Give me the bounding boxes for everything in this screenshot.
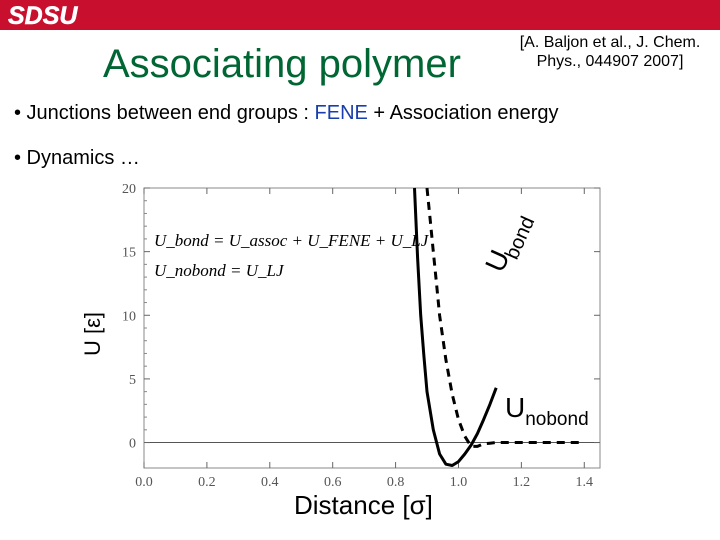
potential-chart: 0.0 0.2 0.4 0.6 0.8 1.0 1.2 1.4 0 5 10 15 20 U_bond =… xyxy=(122,182,601,490)
x-tick-label: 0.0 xyxy=(135,475,153,490)
x-tick-label: 1.0 xyxy=(450,475,468,490)
logo-text: SDSU xyxy=(8,2,78,28)
bullet-junctions-suffix: + Association energy xyxy=(367,102,559,124)
bullet-dynamics: • Dynamics … xyxy=(14,147,140,169)
y-axis-label: U [ε] xyxy=(78,300,118,360)
header-bar: SDSU xyxy=(0,0,720,30)
series-u-bond-line xyxy=(413,187,498,467)
citation-line-1: [A. Baljon et al., J. Chem. xyxy=(519,34,701,51)
citation-line-2: Phys., 044907 2007] xyxy=(536,53,684,70)
ubond-label-sub: bond xyxy=(501,213,539,263)
x-tick-label: 0.6 xyxy=(324,475,342,490)
sdsu-logo: SDSU xyxy=(6,2,98,28)
y-tick-label: 0 xyxy=(129,437,136,452)
x-tick-label: 1.4 xyxy=(576,475,594,490)
x-axis-label: Distance [σ] xyxy=(294,490,433,520)
bullet-fene-term: FENE xyxy=(314,102,368,124)
x-tick-label: 0.8 xyxy=(387,475,405,490)
x-tick-label: 0.2 xyxy=(198,475,216,490)
y-tick-label: 15 xyxy=(122,246,136,261)
unobond-label: Unobond xyxy=(505,392,589,436)
bullet-junctions: • Junctions between end groups : FENE + … xyxy=(14,101,559,125)
y-tick-label: 10 xyxy=(122,309,136,324)
y-tick-label: 20 xyxy=(122,182,136,197)
bullet-junctions-prefix: • Junctions between end groups : xyxy=(14,102,315,124)
slide-title: Associating polymer xyxy=(103,42,461,86)
ubond-label: U bond xyxy=(474,196,554,276)
x-tick-label: 1.2 xyxy=(513,475,531,490)
citation: [A. Baljon et al., J. Chem. Phys., 04490… xyxy=(505,33,715,71)
y-axis-label-text: U [ε] xyxy=(80,312,105,356)
x-tick-label: 0.4 xyxy=(261,475,279,490)
unobond-label-sub: nobond xyxy=(525,409,589,430)
series-u-nobond-line xyxy=(425,187,585,448)
equation-1: U_bond = U_assoc + U_FENE + U_LJ xyxy=(154,231,430,250)
y-tick-label: 5 xyxy=(129,373,136,388)
equation-2: U_nobond = U_LJ xyxy=(154,261,285,280)
unobond-label-main: U xyxy=(505,392,526,423)
